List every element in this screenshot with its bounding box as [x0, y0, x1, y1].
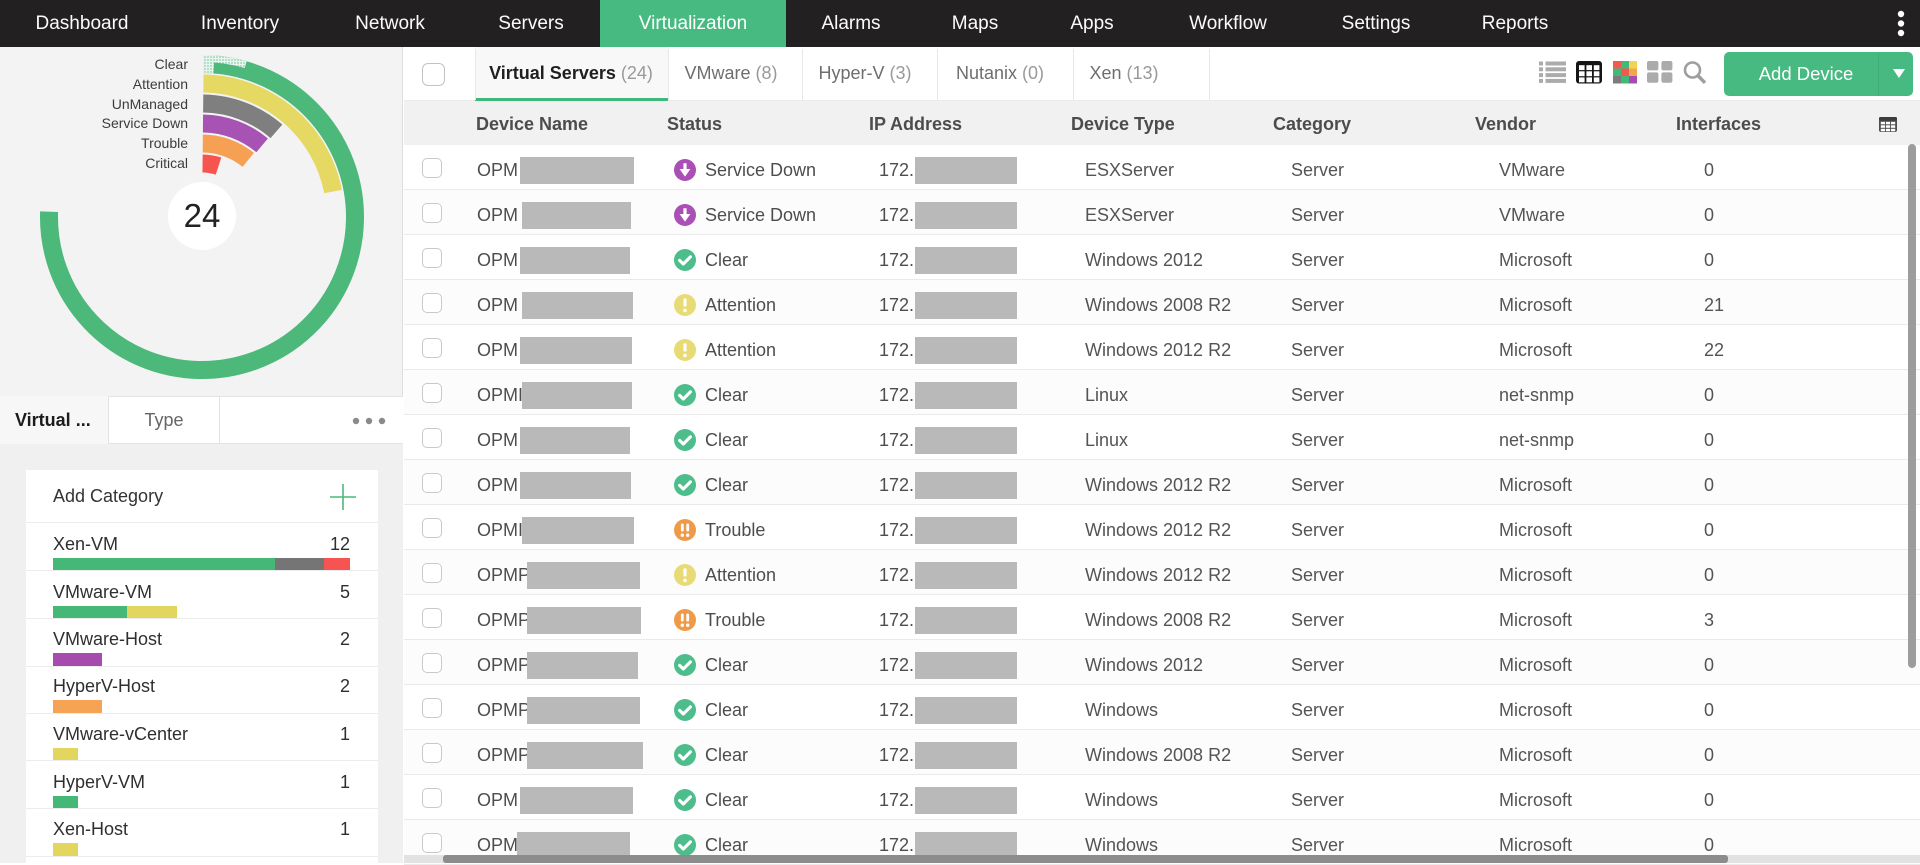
svg-text:24: 24 — [184, 197, 221, 234]
